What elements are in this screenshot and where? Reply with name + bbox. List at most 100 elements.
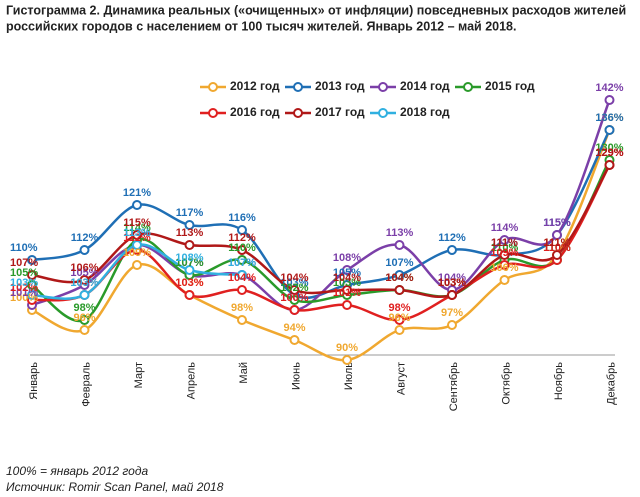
- data-label: 100%: [280, 292, 308, 304]
- data-label: 105%: [10, 267, 38, 279]
- x-tick-label: Ноябрь: [553, 362, 565, 400]
- data-label: 113%: [123, 227, 151, 239]
- data-label: 109%: [490, 247, 518, 259]
- data-point: [237, 270, 247, 280]
- note: Источник: Romir Scan Panel, май 2018: [6, 480, 224, 494]
- data-point: [132, 260, 142, 270]
- data-point: [184, 240, 195, 250]
- legend-marker: [463, 82, 473, 92]
- data-label: 100%: [280, 292, 308, 304]
- data-point: [184, 220, 195, 230]
- data-point: [184, 290, 195, 300]
- data-label: 108%: [333, 252, 361, 264]
- legend-label: 2017 год: [315, 105, 365, 119]
- data-label: 136%: [595, 112, 623, 124]
- data-point: [499, 235, 510, 245]
- legend-label: 2015 год: [485, 79, 535, 93]
- data-label: 110%: [543, 242, 571, 254]
- data-label: 102%: [280, 282, 308, 294]
- data-point: [394, 325, 405, 335]
- data-point: [27, 290, 37, 300]
- data-point: [79, 325, 90, 335]
- data-label: 107%: [385, 257, 413, 269]
- data-label: 117%: [176, 207, 204, 219]
- data-point: [27, 280, 37, 290]
- data-label: 110%: [10, 242, 38, 254]
- data-point: [237, 245, 247, 255]
- data-point: [447, 320, 457, 330]
- data-label: 103%: [70, 277, 98, 289]
- data-point: [79, 245, 90, 255]
- data-label: 96%: [388, 312, 410, 324]
- data-point: [394, 315, 405, 325]
- data-label: 98%: [231, 302, 253, 314]
- data-label: 104%: [280, 272, 308, 284]
- data-label: 114%: [491, 222, 519, 234]
- series-line: [31, 164, 611, 299]
- data-point: [499, 275, 510, 285]
- legend-marker: [208, 108, 218, 118]
- chart-title: Гистограмма 2. Динамика реальных («очище…: [6, 3, 626, 17]
- data-label: 104%: [228, 272, 256, 284]
- x-tick-label: Апрель: [185, 362, 197, 400]
- data-label: 111%: [544, 237, 571, 249]
- data-point: [132, 230, 142, 240]
- data-point: [237, 225, 247, 235]
- data-point: [552, 250, 562, 260]
- legend-marker: [208, 82, 218, 92]
- x-tick-label: Октябрь: [500, 362, 512, 405]
- note: 100% = январь 2012 года: [6, 464, 148, 478]
- data-point: [342, 285, 352, 295]
- data-label: 110%: [491, 242, 519, 254]
- data-label: 114%: [123, 222, 151, 234]
- legend-marker: [378, 82, 388, 92]
- data-label: 104%: [385, 272, 413, 284]
- data-label: 103%: [10, 277, 38, 289]
- data-label: 103%: [175, 277, 203, 289]
- x-tick-label: Август: [395, 362, 407, 395]
- data-point: [79, 315, 90, 325]
- data-label: 106%: [70, 262, 98, 274]
- data-label: 96%: [73, 312, 95, 324]
- x-tick-label: Январь: [28, 362, 40, 400]
- data-label: 98%: [73, 302, 95, 314]
- legend-marker: [293, 82, 303, 92]
- data-label: 98%: [388, 302, 410, 314]
- data-point: [394, 240, 405, 250]
- data-label: 142%: [595, 82, 623, 94]
- data-label: 103%: [333, 277, 361, 289]
- data-label: 103%: [438, 277, 466, 289]
- legend-label: 2014 год: [400, 79, 450, 93]
- x-tick-label: Март: [133, 362, 145, 388]
- data-point: [132, 200, 142, 210]
- data-point: [79, 290, 90, 300]
- data-label: 102%: [10, 282, 38, 294]
- data-label: 110%: [228, 242, 256, 254]
- data-label: 129%: [595, 147, 623, 159]
- data-label: 103%: [438, 277, 466, 289]
- data-point: [289, 335, 300, 345]
- x-tick-label: Май: [238, 362, 250, 384]
- data-label: 103%: [70, 277, 98, 289]
- x-tick-label: Июнь: [290, 362, 302, 390]
- data-label: 112%: [438, 232, 466, 244]
- data-label: 103%: [280, 277, 308, 289]
- data-point: [604, 160, 615, 170]
- data-label: 104%: [438, 272, 466, 284]
- data-label: 112%: [71, 232, 99, 244]
- data-label: 107%: [10, 257, 38, 269]
- data-point: [342, 265, 352, 275]
- data-label: 105%: [333, 267, 361, 279]
- data-label: 107%: [175, 257, 203, 269]
- x-tick-label: Февраль: [80, 362, 92, 407]
- data-label: 90%: [336, 342, 358, 354]
- data-point: [237, 255, 247, 265]
- data-point: [552, 230, 562, 240]
- data-point: [79, 275, 90, 285]
- data-point: [27, 270, 37, 280]
- data-label: 130%: [595, 142, 623, 154]
- legend-label: 2012 год: [230, 79, 280, 93]
- series-line: [31, 99, 611, 312]
- data-label: 101%: [10, 287, 38, 299]
